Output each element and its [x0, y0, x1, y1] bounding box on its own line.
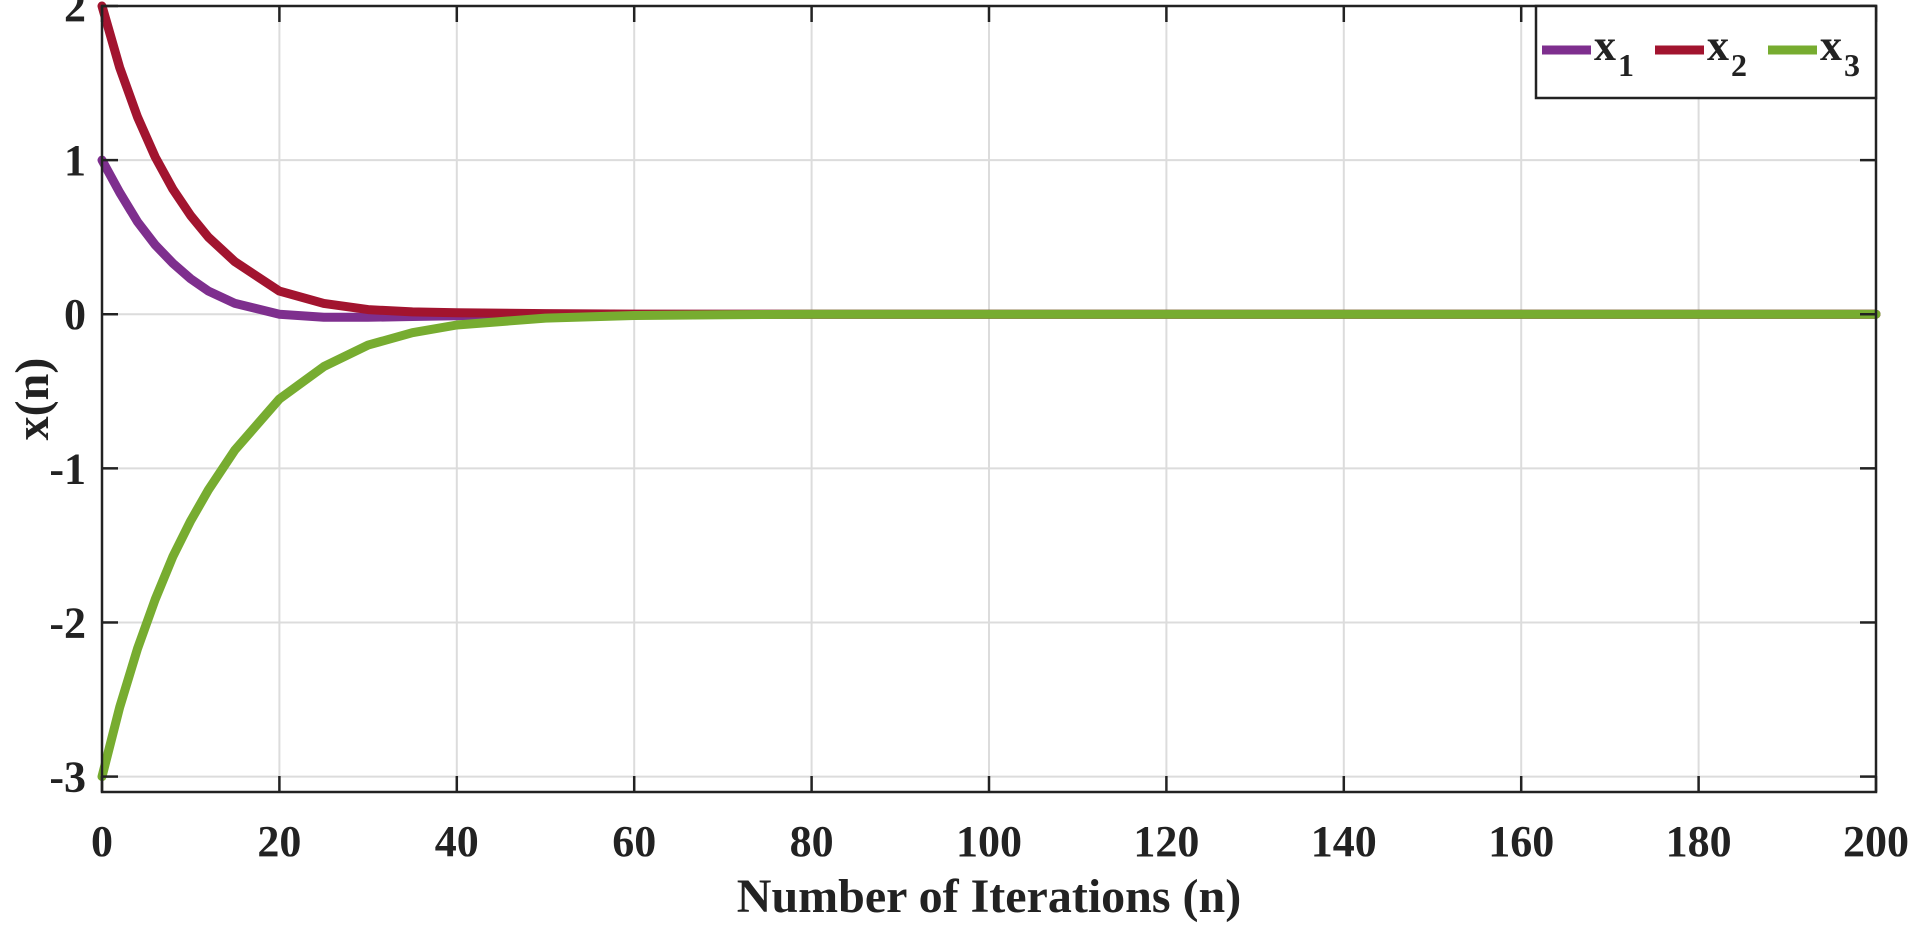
y-tick-label: 1: [64, 136, 86, 185]
legend: x1 x2 x3: [1534, 4, 1878, 100]
x-tick-label: 100: [956, 817, 1022, 866]
legend-label-x3: x3: [1820, 21, 1860, 83]
x-tick-label: 60: [612, 817, 656, 866]
x-tick-label: 200: [1843, 817, 1909, 866]
x-axis-title: Number of Iterations (n): [737, 870, 1241, 923]
y-axis-title: x(n): [6, 358, 59, 441]
y-tick-label: -3: [49, 753, 86, 802]
x-tick-label: 120: [1133, 817, 1199, 866]
y-tick-label: -2: [49, 598, 86, 647]
y-tick-label: -1: [49, 444, 86, 493]
y-tick-label: 0: [64, 290, 86, 339]
ticks: 0 20 40 60 80 100 120 140 160 180 200 -3 -2 -1 0 1 2: [49, 0, 1909, 866]
series-line-x3: [97, 309, 1881, 782]
x-tick-label: 20: [257, 817, 301, 866]
grid: [101, 5, 1877, 792]
x-tick-label: 40: [435, 817, 479, 866]
x-tick-label: 0: [91, 817, 113, 866]
legend-label-x2: x2: [1707, 21, 1747, 83]
x-tick-label: 80: [790, 817, 834, 866]
x-tick-label: 160: [1488, 817, 1554, 866]
x-tick-label: 180: [1666, 817, 1732, 866]
y-tick-label: 2: [64, 0, 86, 31]
legend-box: [1534, 4, 1878, 100]
x-tick-label: 140: [1311, 817, 1377, 866]
legend-label-x1: x1: [1594, 21, 1634, 83]
series-layer: [97, 1, 1881, 782]
